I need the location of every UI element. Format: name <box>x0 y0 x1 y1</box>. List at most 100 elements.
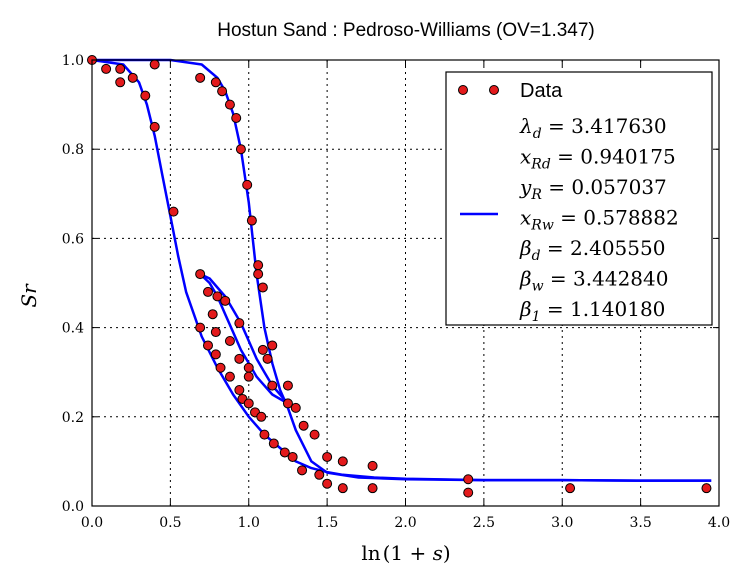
data-point <box>210 77 221 88</box>
data-point <box>149 121 160 132</box>
data-point <box>210 349 221 360</box>
data-point <box>168 206 179 217</box>
data-point <box>309 429 320 440</box>
data-point <box>101 63 112 74</box>
y-tick-label: 1.0 <box>62 53 84 69</box>
x-tick-label: 1.0 <box>238 515 260 531</box>
y-tick-label: 0.4 <box>62 321 84 337</box>
data-point <box>257 282 268 293</box>
y-axis-label: Sr <box>17 283 41 308</box>
data-point <box>217 86 228 97</box>
data-point <box>224 99 235 110</box>
data-point <box>337 483 348 494</box>
data-point <box>314 469 325 480</box>
legend-param-5: βw = 3.442840 <box>519 267 668 295</box>
data-point <box>243 398 254 409</box>
data-point <box>337 456 348 467</box>
data-point <box>195 322 206 333</box>
data-point <box>202 286 213 297</box>
data-point <box>367 483 378 494</box>
data-point <box>701 483 712 494</box>
data-point <box>262 353 273 364</box>
data-point <box>207 309 218 320</box>
data-point <box>267 340 278 351</box>
data-point <box>282 380 293 391</box>
data-point <box>202 340 213 351</box>
data-point <box>268 438 279 449</box>
data-point <box>367 460 378 471</box>
data-point <box>234 318 245 329</box>
data-point <box>195 72 206 83</box>
data-point <box>322 451 333 462</box>
data-point <box>212 291 223 302</box>
legend-param-0: λd = 3.417630 <box>519 114 667 142</box>
data-point <box>243 371 254 382</box>
x-tick-label: 3.0 <box>551 515 573 531</box>
data-point <box>127 72 138 83</box>
data-point <box>235 144 246 155</box>
data-point <box>210 327 221 338</box>
legend-data-label: Data <box>520 80 563 102</box>
x-tick-label: 1.5 <box>316 515 338 531</box>
legend-marker-left <box>458 85 468 95</box>
legend-box <box>445 71 713 326</box>
data-point <box>282 398 293 409</box>
legend-param-2: yR = 0.057037 <box>519 175 667 203</box>
y-tick-label: 0.6 <box>62 231 84 247</box>
data-point <box>257 344 268 355</box>
y-axis-ticks: 0.0 0.2 0.4 0.6 0.8 1.0 <box>62 53 719 515</box>
data-point <box>253 260 264 271</box>
data-point <box>243 362 254 373</box>
data-point <box>140 90 151 101</box>
data-point <box>215 362 226 373</box>
data-point <box>224 371 235 382</box>
data-point <box>224 335 235 346</box>
x-tick-label: 2.5 <box>473 515 495 531</box>
data-point <box>246 215 257 226</box>
data-points <box>87 55 712 498</box>
y-tick-label: 0.8 <box>62 142 84 158</box>
data-point <box>298 420 309 431</box>
data-point <box>256 411 267 422</box>
x-axis-ticks: 0.0 0.5 1.0 1.5 2.0 2.5 3.0 3.5 4.0 <box>81 60 730 531</box>
x-tick-label: 0.5 <box>159 515 181 531</box>
legend-param-6: β1 = 1.140180 <box>519 297 665 325</box>
data-point <box>234 385 245 396</box>
x-tick-label: 2.0 <box>394 515 416 531</box>
legend-param-1: xRd = 0.940175 <box>520 145 676 173</box>
data-point <box>463 474 474 485</box>
data-point <box>290 402 301 413</box>
fit-curve-scanning-upper <box>199 272 297 409</box>
legend-marker-right <box>489 85 499 95</box>
y-tick-label: 0.0 <box>62 499 84 515</box>
y-tick-label: 0.2 <box>62 410 84 426</box>
data-point <box>115 77 126 88</box>
data-point <box>234 353 245 364</box>
data-point <box>287 451 298 462</box>
data-point <box>149 59 160 70</box>
data-point <box>220 295 231 306</box>
data-point <box>242 179 253 190</box>
data-point <box>279 447 290 458</box>
data-point <box>253 269 264 280</box>
data-point <box>115 63 126 74</box>
data-point <box>297 465 308 476</box>
data-point <box>231 112 242 123</box>
x-tick-label: 3.5 <box>629 515 651 531</box>
chart-title: Hostun Sand : Pedroso-Williams (OV=1.347… <box>217 20 595 41</box>
legend-param-4: βd = 2.405550 <box>519 236 665 264</box>
x-tick-label: 0.0 <box>81 515 103 531</box>
data-point <box>463 487 474 498</box>
data-point <box>195 269 206 280</box>
data-point <box>565 483 576 494</box>
fit-curve-main-wetting <box>92 58 712 482</box>
data-point <box>322 478 333 489</box>
data-point <box>259 429 270 440</box>
x-axis-label: ln (1 + s) <box>361 541 450 565</box>
legend-param-3: xRw = 0.578882 <box>520 206 679 234</box>
data-point <box>267 380 278 391</box>
x-tick-label: 4.0 <box>708 515 730 531</box>
